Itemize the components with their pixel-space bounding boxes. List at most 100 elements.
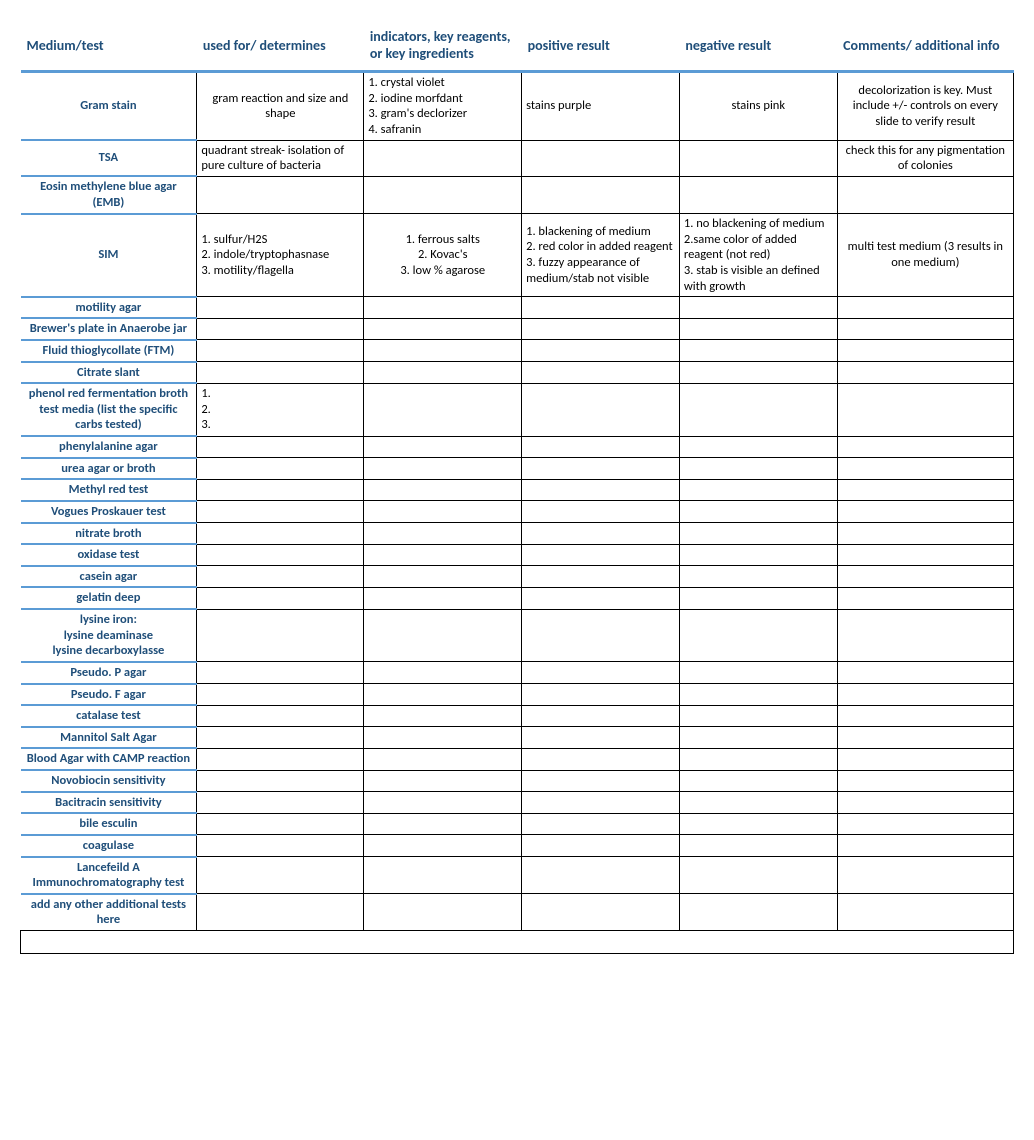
table-cell — [522, 140, 680, 176]
col-header-5: Comments/ additional info — [837, 20, 1013, 72]
table-cell — [364, 176, 522, 213]
table-row: Blood Agar with CAMP reaction — [21, 748, 1014, 770]
table-cell — [679, 705, 837, 727]
table-row: Gram staingram reaction and size and sha… — [21, 72, 1014, 141]
table-cell — [522, 587, 680, 609]
table-body: Gram staingram reaction and size and sha… — [21, 72, 1014, 954]
table-row: motility agar — [21, 297, 1014, 319]
row-name: casein agar — [21, 566, 197, 588]
table-cell — [364, 770, 522, 792]
table-cell — [837, 436, 1013, 458]
table-cell — [522, 176, 680, 213]
table-cell — [837, 566, 1013, 588]
table-cell — [679, 176, 837, 213]
table-cell — [197, 705, 364, 727]
table-row: TSAquadrant streak- isolation of pure cu… — [21, 140, 1014, 176]
table-cell — [679, 140, 837, 176]
row-name: TSA — [21, 140, 197, 176]
table-cell — [522, 318, 680, 340]
table-cell — [21, 931, 1014, 954]
table-cell: stains pink — [679, 72, 837, 141]
table-row: nitrate broth — [21, 523, 1014, 545]
table-cell — [364, 362, 522, 384]
table-cell — [364, 544, 522, 566]
table-row: Lancefeild A Immunochromatography test — [21, 857, 1014, 894]
table-cell — [837, 544, 1013, 566]
table-cell — [837, 479, 1013, 501]
row-name: phenylalanine agar — [21, 436, 197, 458]
table-cell — [197, 662, 364, 684]
table-cell — [522, 297, 680, 319]
table-cell — [679, 587, 837, 609]
table-cell — [197, 587, 364, 609]
table-row: oxidase test — [21, 544, 1014, 566]
row-name: Citrate slant — [21, 362, 197, 384]
table-row: Methyl red test — [21, 479, 1014, 501]
table-cell — [364, 297, 522, 319]
table-cell — [197, 544, 364, 566]
table-cell — [522, 792, 680, 814]
table-cell: 1. blackening of medium 2. red color in … — [522, 214, 680, 297]
row-name: Vogues Proskauer test — [21, 501, 197, 523]
col-header-3: positive result — [522, 20, 680, 72]
table-cell — [364, 662, 522, 684]
table-cell — [837, 684, 1013, 706]
table-cell: 1. crystal violet 2. iodine morfdant 3. … — [364, 72, 522, 141]
table-row: Novobiocin sensitivity — [21, 770, 1014, 792]
table-cell — [679, 857, 837, 894]
table-cell — [837, 770, 1013, 792]
table-cell — [837, 318, 1013, 340]
table-cell — [522, 770, 680, 792]
table-cell — [522, 727, 680, 749]
table-cell — [364, 523, 522, 545]
row-name: lysine iron: lysine deaminase lysine dec… — [21, 609, 197, 662]
table-cell — [197, 436, 364, 458]
table-cell — [197, 770, 364, 792]
table-cell — [364, 684, 522, 706]
row-name: Eosin methylene blue agar (EMB) — [21, 176, 197, 213]
table-row: add any other additional tests here — [21, 894, 1014, 931]
table-cell — [364, 383, 522, 436]
col-header-2: indicators, key reagents, or key ingredi… — [364, 20, 522, 72]
row-name: Pseudo. F agar — [21, 684, 197, 706]
table-cell: gram reaction and size and shape — [197, 72, 364, 141]
table-cell — [364, 479, 522, 501]
row-name: Lancefeild A Immunochromatography test — [21, 857, 197, 894]
table-row: Pseudo. F agar — [21, 684, 1014, 706]
table-cell — [679, 566, 837, 588]
table-cell — [679, 894, 837, 931]
table-cell — [837, 501, 1013, 523]
col-header-4: negative result — [679, 20, 837, 72]
table-cell — [522, 479, 680, 501]
table-cell — [364, 748, 522, 770]
row-name: motility agar — [21, 297, 197, 319]
table-cell — [522, 501, 680, 523]
table-cell — [679, 340, 837, 362]
table-row: bile esculin — [21, 813, 1014, 835]
row-name: Gram stain — [21, 72, 197, 141]
row-name: Brewer's plate in Anaerobe jar — [21, 318, 197, 340]
table-cell — [522, 544, 680, 566]
table-cell — [679, 684, 837, 706]
table-cell — [679, 544, 837, 566]
table-cell — [837, 609, 1013, 662]
table-cell — [364, 501, 522, 523]
row-name: gelatin deep — [21, 587, 197, 609]
table-cell — [679, 436, 837, 458]
table-row: coagulase — [21, 835, 1014, 857]
row-name: oxidase test — [21, 544, 197, 566]
table-cell — [364, 792, 522, 814]
row-name: coagulase — [21, 835, 197, 857]
table-cell — [522, 857, 680, 894]
table-row: Vogues Proskauer test — [21, 501, 1014, 523]
table-cell — [837, 176, 1013, 213]
table-cell — [679, 523, 837, 545]
table-cell — [364, 857, 522, 894]
table-row: Citrate slant — [21, 362, 1014, 384]
table-cell — [522, 684, 680, 706]
table-cell — [522, 748, 680, 770]
table-row: Brewer's plate in Anaerobe jar — [21, 318, 1014, 340]
table-cell — [197, 479, 364, 501]
table-cell — [364, 587, 522, 609]
table-row: urea agar or broth — [21, 458, 1014, 480]
